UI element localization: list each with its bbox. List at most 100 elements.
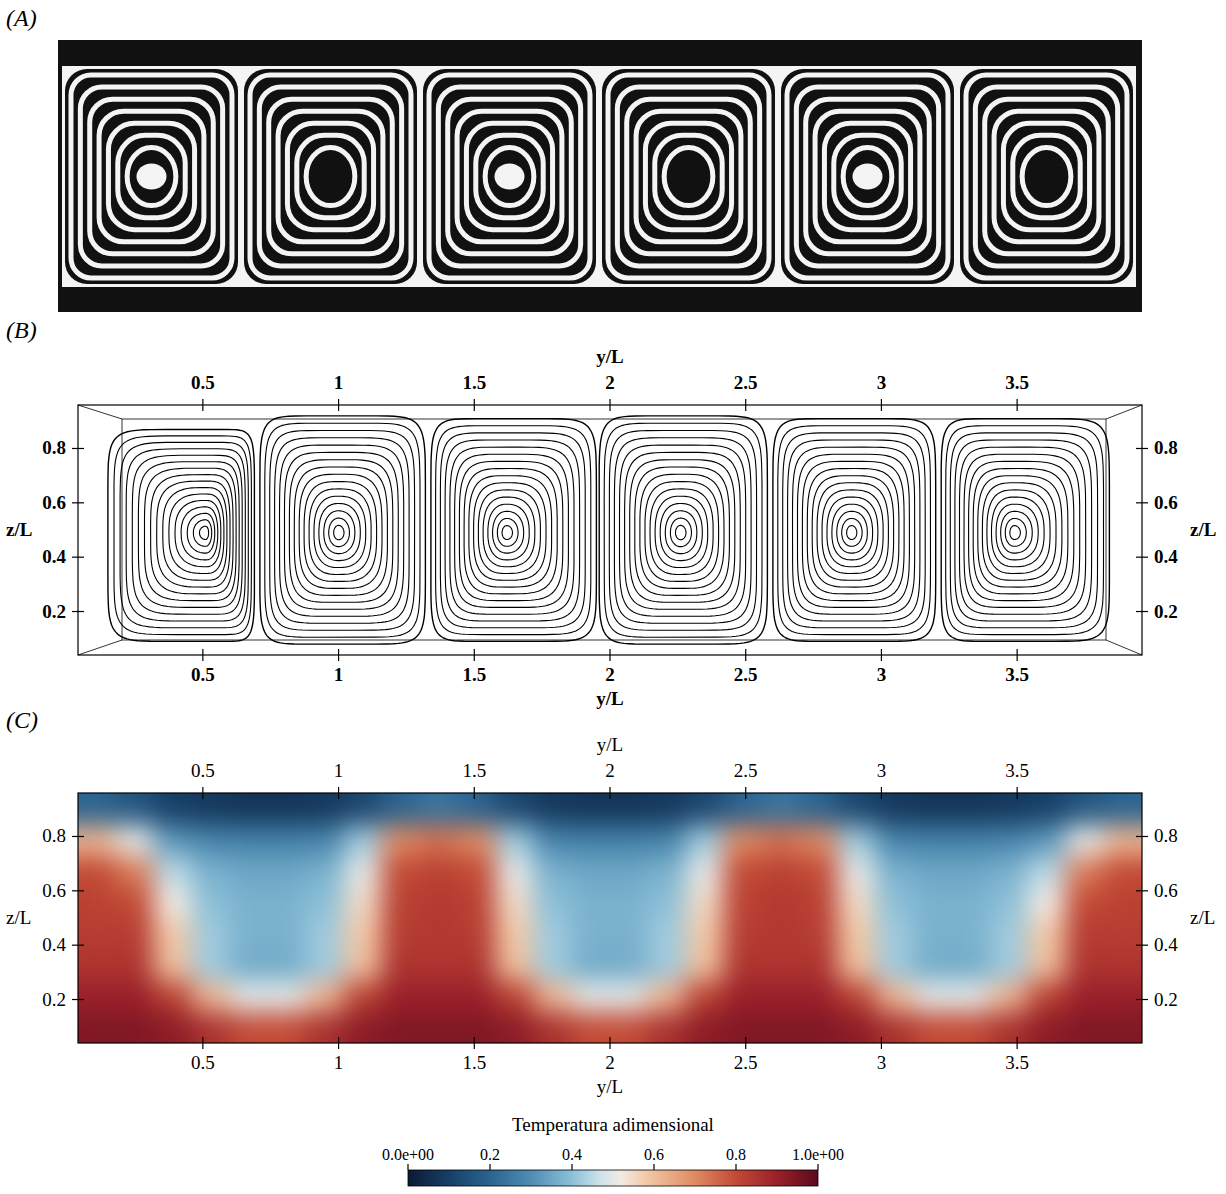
cell — [1028, 793, 1067, 825]
cell — [78, 793, 117, 825]
x-tick — [474, 399, 475, 411]
ring — [796, 87, 938, 266]
y-tick-label: 0.2 — [42, 989, 66, 1010]
x-axis-title: y/L — [596, 688, 623, 709]
roll — [941, 419, 1109, 642]
roll — [960, 69, 1133, 284]
cell — [914, 980, 953, 1012]
cell — [230, 886, 269, 918]
x-tick-label: 1 — [334, 1052, 344, 1073]
x-tick — [338, 787, 339, 799]
x-tick — [338, 1037, 339, 1049]
streamline — [464, 469, 557, 594]
roll-centre — [674, 164, 704, 190]
streamline — [812, 476, 893, 587]
colorbar-bar — [408, 1170, 818, 1186]
cell — [344, 886, 383, 918]
streamline — [645, 482, 719, 582]
plot-frame — [78, 405, 1142, 655]
cell — [762, 886, 801, 918]
streamline — [488, 504, 529, 560]
streamline — [502, 526, 512, 540]
streamline — [793, 447, 915, 614]
cell — [534, 1011, 573, 1043]
streamline — [982, 483, 1056, 581]
cell — [420, 980, 459, 1012]
streamline — [640, 474, 724, 588]
ring — [636, 111, 741, 242]
x-tick — [881, 787, 882, 799]
streamline — [604, 423, 762, 637]
cell — [762, 1011, 801, 1043]
ring — [448, 99, 572, 254]
y-axis-title: z/L — [1190, 519, 1216, 540]
streamline — [200, 526, 209, 539]
cell — [876, 918, 915, 950]
roll — [260, 416, 426, 644]
x-tick-label: 2.5 — [734, 372, 758, 393]
cell — [306, 824, 345, 856]
cell — [192, 855, 231, 887]
ring — [71, 75, 232, 278]
cell — [230, 918, 269, 950]
streamline — [660, 504, 702, 561]
ring — [485, 147, 534, 205]
roll-core — [423, 69, 596, 284]
streamline — [842, 519, 862, 547]
streamline — [175, 501, 221, 567]
cell — [116, 793, 155, 825]
panel-a — [58, 40, 1142, 312]
streamline — [497, 519, 518, 547]
roll-core — [781, 69, 954, 284]
cell — [1066, 949, 1105, 981]
colorbar-tick — [407, 1164, 408, 1170]
cell — [800, 1011, 839, 1043]
streamline — [126, 449, 245, 621]
x-tick-label: 2.5 — [734, 760, 758, 781]
cell — [192, 918, 231, 950]
cell — [382, 793, 421, 825]
y-axis-title: z/L — [6, 907, 31, 928]
box-edge — [78, 640, 122, 655]
cell — [800, 980, 839, 1012]
y-axis-title: z/L — [1190, 907, 1215, 928]
y-tick — [72, 557, 84, 558]
ring — [617, 87, 759, 266]
ring — [815, 111, 920, 242]
colorbar-tick — [735, 1164, 736, 1170]
y-tick — [72, 999, 84, 1000]
streamline — [314, 496, 366, 567]
cell — [1066, 980, 1105, 1012]
cell — [762, 793, 801, 825]
cell — [268, 793, 307, 825]
streamline — [483, 497, 535, 567]
cell — [192, 886, 231, 918]
cell — [496, 793, 535, 825]
cell — [724, 824, 763, 856]
streamline — [440, 433, 585, 628]
streamline — [114, 436, 251, 635]
ring — [843, 147, 892, 205]
cell — [838, 980, 877, 1012]
streamline — [299, 474, 382, 588]
streamline — [329, 518, 350, 547]
x-tick-label: 3 — [877, 372, 887, 393]
cell — [838, 855, 877, 887]
box-edge — [78, 405, 122, 419]
cell — [876, 824, 915, 856]
ring — [250, 75, 411, 278]
x-tick-label: 1 — [334, 664, 344, 685]
roll — [599, 416, 767, 644]
streamline — [469, 476, 552, 587]
x-tick — [745, 399, 746, 411]
y-axis-title: z/L — [6, 519, 32, 540]
y-tick — [72, 890, 84, 891]
cell — [458, 949, 497, 981]
cell — [952, 949, 991, 981]
y-tick-label: 0.8 — [42, 437, 66, 458]
cell — [990, 1011, 1029, 1043]
y-tick-label: 0.2 — [1154, 989, 1178, 1010]
cell — [838, 793, 877, 825]
cell — [458, 824, 497, 856]
streamline — [630, 460, 735, 603]
